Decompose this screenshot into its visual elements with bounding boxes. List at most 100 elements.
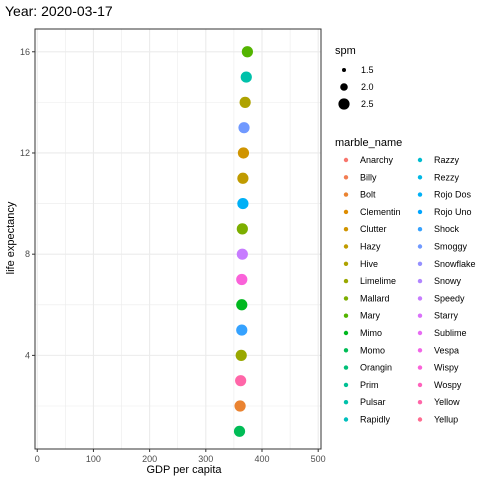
color-legend-key — [418, 314, 422, 318]
color-legend-key — [418, 210, 422, 214]
color-legend-label: Anarchy — [360, 155, 394, 165]
color-legend-label: Speedy — [434, 293, 465, 303]
color-legend-key — [418, 348, 422, 352]
color-legend-key — [344, 296, 348, 300]
color-legend-key — [344, 158, 348, 162]
color-legend-label: Momo — [360, 345, 385, 355]
color-legend-key — [418, 192, 422, 196]
color-legend-label: Mary — [360, 311, 380, 321]
size-legend-title: spm — [335, 45, 356, 57]
color-legend-key — [418, 400, 422, 404]
color-legend-key — [344, 383, 348, 387]
data-point — [234, 400, 245, 411]
x-tick-label: 400 — [254, 454, 269, 464]
size-legend-label: 1.5 — [361, 65, 374, 75]
data-point — [240, 97, 251, 108]
color-legend-key — [418, 158, 422, 162]
color-legend-label: Yellup — [434, 415, 458, 425]
color-legend-label: Hazy — [360, 242, 381, 252]
y-axis-label: life expectancy — [5, 201, 17, 274]
color-legend-label: Rezzy — [434, 172, 460, 182]
color-legend-label: Limelime — [360, 276, 396, 286]
data-point — [238, 147, 249, 158]
color-legend-key — [344, 192, 348, 196]
color-legend-key — [344, 175, 348, 179]
color-legend-title: marble_name — [335, 137, 402, 149]
data-point — [237, 249, 248, 260]
data-point — [236, 324, 247, 335]
color-legend-key — [418, 279, 422, 283]
color-legend-label: Mallard — [360, 293, 390, 303]
color-legend-key — [418, 244, 422, 248]
data-point — [236, 299, 247, 310]
color-legend-label: Wospy — [434, 380, 462, 390]
color-legend-key — [344, 365, 348, 369]
chart-title: Year: 2020-03-17 — [5, 3, 113, 19]
data-point — [238, 122, 249, 133]
data-point — [237, 198, 248, 209]
color-legend-label: Sublime — [434, 328, 467, 338]
size-legend-key — [338, 98, 349, 109]
color-legend-label: Yellow — [434, 397, 460, 407]
color-legend-key — [344, 227, 348, 231]
color-legend-key — [418, 331, 422, 335]
color-legend-key — [418, 175, 422, 179]
data-point — [242, 46, 253, 57]
y-tick-label: 8 — [25, 249, 30, 259]
size-legend-label: 2.0 — [361, 82, 374, 92]
color-legend-key — [344, 348, 348, 352]
x-tick-label: 0 — [35, 454, 40, 464]
color-legend-label: Prim — [360, 380, 379, 390]
color-legend-label: Vespa — [434, 345, 459, 355]
color-legend-label: Billy — [360, 172, 377, 182]
color-legend-label: Snowflake — [434, 259, 476, 269]
size-legend-key — [340, 83, 348, 91]
color-legend-label: Rojo Dos — [434, 190, 472, 200]
data-point — [236, 350, 247, 361]
color-legend-label: Shock — [434, 224, 460, 234]
color-legend-key — [344, 210, 348, 214]
data-point — [237, 223, 248, 234]
color-legend-key — [344, 417, 348, 421]
x-tick-label: 300 — [198, 454, 213, 464]
data-point — [236, 274, 247, 285]
color-legend-key — [418, 262, 422, 266]
color-legend-label: Clutter — [360, 224, 387, 234]
y-tick-label: 12 — [20, 148, 30, 158]
color-legend-key — [418, 365, 422, 369]
y-tick-label: 16 — [20, 47, 30, 57]
color-legend-label: Starry — [434, 311, 459, 321]
y-tick-label: 4 — [25, 350, 30, 360]
color-legend-label: Hive — [360, 259, 378, 269]
color-legend-label: Pulsar — [360, 397, 386, 407]
x-tick-label: 200 — [142, 454, 157, 464]
color-legend-label: Wispy — [434, 363, 459, 373]
color-legend-key — [418, 383, 422, 387]
x-axis-label: GDP per capita — [146, 464, 222, 476]
color-legend-label: Razzy — [434, 155, 460, 165]
color-legend-key — [344, 314, 348, 318]
color-legend-key — [344, 400, 348, 404]
color-legend-key — [418, 227, 422, 231]
size-legend-label: 2.5 — [361, 99, 374, 109]
color-legend-key — [344, 331, 348, 335]
data-point — [241, 71, 252, 82]
color-legend-label: Snowy — [434, 276, 462, 286]
color-legend-label: Bolt — [360, 190, 376, 200]
color-legend: marble_name Anarchy Billy Bolt Clementin Clu… — [335, 137, 476, 425]
data-point — [237, 173, 248, 184]
color-legend-key — [344, 262, 348, 266]
size-legend-key — [342, 68, 346, 72]
color-legend-label: Mimo — [360, 328, 382, 338]
color-legend-label: Rojo Uno — [434, 207, 472, 217]
color-legend-key — [344, 279, 348, 283]
x-tick-label: 500 — [311, 454, 326, 464]
y-axis: 4 8 12 16 — [20, 47, 35, 361]
color-legend-label: Orangin — [360, 363, 392, 373]
size-legend: spm 1.5 2.0 2.5 — [335, 45, 374, 110]
color-legend-label: Clementin — [360, 207, 401, 217]
x-tick-label: 100 — [86, 454, 101, 464]
color-legend-key — [344, 244, 348, 248]
color-legend-label: Rapidly — [360, 415, 391, 425]
